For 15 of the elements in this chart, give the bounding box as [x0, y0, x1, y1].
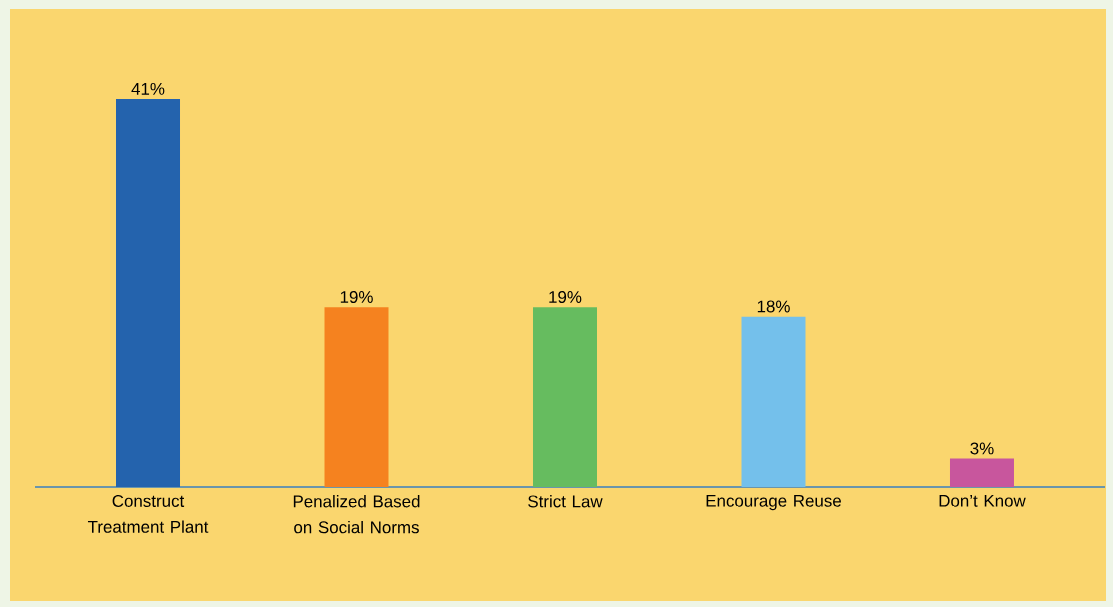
bar [533, 307, 597, 487]
bar [741, 316, 806, 487]
x-tick-label: Don’t Know [939, 494, 1026, 507]
data-label: 18% [757, 300, 790, 313]
bar [324, 307, 389, 487]
x-tick-label: Encourage Reuse [706, 494, 841, 511]
data-label: 41% [131, 82, 165, 95]
bar [949, 458, 1014, 487]
x-tick-label: Construct Treatment Plant [87, 494, 209, 533]
x-tick-label: Penalized Based on Social Norms [293, 494, 420, 534]
data-label: 3% [970, 442, 994, 455]
data-label: 19% [340, 291, 373, 303]
x-tick-label: Strict Law [528, 494, 603, 508]
bar [116, 99, 180, 487]
data-label: 19% [549, 291, 582, 303]
